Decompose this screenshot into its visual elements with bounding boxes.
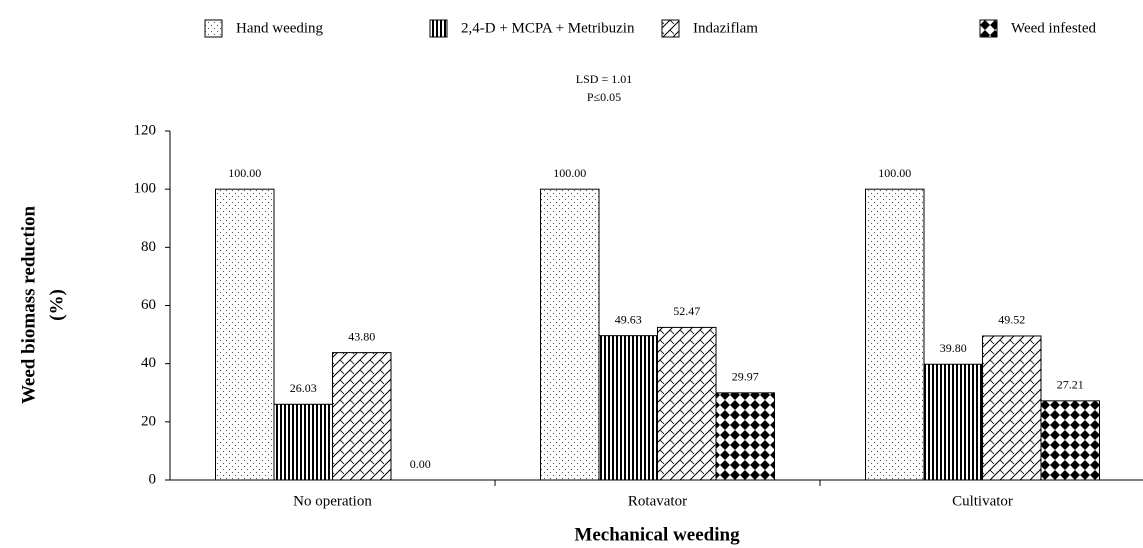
- value-label: 39.80: [940, 341, 967, 355]
- bar: [332, 352, 392, 481]
- x-tick-label: Rotavator: [628, 493, 687, 509]
- value-label: 0.00: [410, 457, 431, 471]
- value-label: 100.00: [228, 166, 261, 180]
- value-label: 52.47: [673, 304, 700, 318]
- bar: [715, 392, 775, 481]
- bar: [215, 188, 275, 481]
- bar: [540, 188, 600, 481]
- y-tick-label: 20: [141, 413, 156, 429]
- x-tick-label: No operation: [293, 493, 372, 509]
- y-axis-label: Weed biomass reduction: [18, 206, 39, 405]
- y-tick-label: 120: [134, 122, 157, 138]
- bar: [923, 363, 983, 481]
- value-label: 29.97: [732, 370, 759, 384]
- value-label: 27.21: [1057, 378, 1084, 392]
- legend-swatch: [204, 19, 223, 38]
- y-tick-label: 100: [134, 181, 157, 197]
- y-axis-label: (%): [46, 289, 67, 321]
- value-label: 49.63: [615, 312, 642, 326]
- y-tick-label: 40: [141, 355, 156, 371]
- bar: [598, 335, 658, 481]
- y-tick-label: 80: [141, 239, 156, 255]
- bar: [273, 403, 333, 481]
- legend-label: Indaziflam: [693, 20, 758, 36]
- y-tick-label: 0: [149, 471, 157, 487]
- value-label: 49.52: [998, 313, 1025, 327]
- annotation: P≤0.05: [587, 90, 621, 104]
- legend-swatch: [661, 19, 680, 38]
- annotation: LSD = 1.01: [576, 72, 632, 86]
- value-label: 100.00: [553, 166, 586, 180]
- x-tick-label: Cultivator: [952, 493, 1013, 509]
- bar: [657, 326, 717, 481]
- x-axis-label: Mechanical weeding: [574, 524, 740, 545]
- legend-swatch: [429, 19, 448, 38]
- bar: [982, 335, 1042, 481]
- value-label: 26.03: [290, 381, 317, 395]
- legend-swatch: [979, 19, 998, 38]
- bar: [865, 188, 925, 481]
- value-label: 100.00: [878, 166, 911, 180]
- value-label: 43.80: [348, 329, 375, 343]
- legend-label: Hand weeding: [236, 20, 324, 36]
- y-tick-label: 60: [141, 297, 156, 313]
- legend-label: Weed infested: [1011, 20, 1097, 36]
- bar: [1040, 400, 1100, 481]
- legend-label: 2,4-D + MCPA + Metribuzin: [461, 20, 635, 36]
